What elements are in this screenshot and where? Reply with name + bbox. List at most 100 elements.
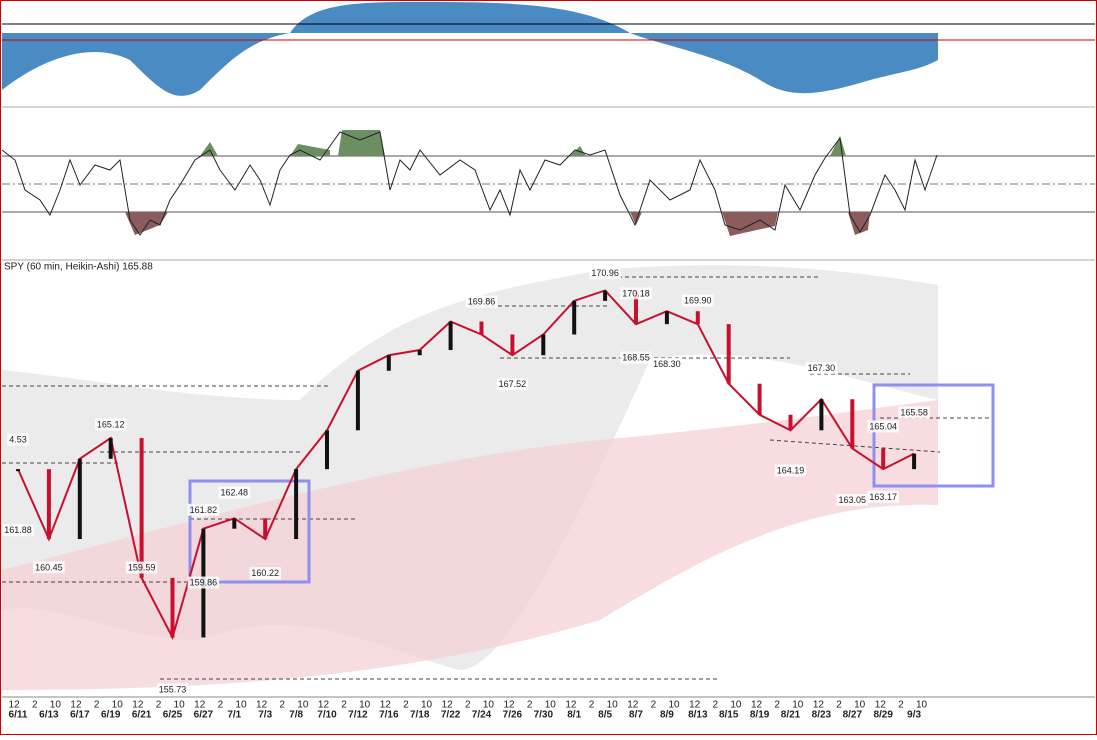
candle — [232, 518, 237, 529]
candle — [46, 469, 51, 540]
x-tick-label: 9/3 — [907, 710, 921, 721]
price-label: 170.96 — [591, 268, 619, 278]
price-label: 163.17 — [869, 492, 897, 502]
price-label: 162.48 — [221, 488, 249, 498]
overbought-fill — [200, 130, 846, 156]
price-label-bg — [620, 287, 652, 300]
hour-label: 10 — [174, 700, 186, 711]
hour-label: 10 — [483, 700, 495, 711]
price-label: 161.82 — [190, 505, 218, 515]
price-label-bg — [620, 351, 652, 364]
candle — [541, 334, 546, 356]
x-tick-label: 7/1 — [227, 710, 241, 721]
candle — [788, 414, 793, 431]
price-label: 165.04 — [869, 421, 897, 431]
price-label: 169.90 — [684, 296, 712, 306]
price-label-bg — [867, 420, 899, 433]
price-label-bg — [249, 567, 281, 580]
x-tick-label: 7/10 — [317, 710, 337, 721]
hour-label: 10 — [545, 700, 557, 711]
x-tick-label: 8/29 — [873, 710, 893, 721]
x-tick-label: 8/7 — [629, 710, 643, 721]
hour-label: 12 — [751, 700, 763, 711]
x-tick-label: 7/22 — [441, 710, 461, 721]
hour-label: 2 — [403, 700, 409, 711]
price-label-bg — [156, 683, 189, 696]
candle — [664, 311, 669, 325]
hour-label: 2 — [32, 700, 38, 711]
x-tick-label: 7/30 — [534, 710, 554, 721]
candle — [603, 290, 608, 301]
hour-label: 12 — [380, 700, 392, 711]
hour-label: 2 — [527, 700, 533, 711]
x-tick-label: 6/27 — [194, 710, 214, 721]
x-tick-label: 8/1 — [567, 710, 581, 721]
hour-label: 12 — [875, 700, 887, 711]
x-tick-label: 8/19 — [750, 710, 770, 721]
hour-label: 10 — [607, 700, 619, 711]
x-tick-label: 8/21 — [781, 710, 801, 721]
candle — [819, 399, 824, 431]
candle — [479, 321, 484, 335]
hour-label: 10 — [792, 700, 804, 711]
x-tick-label: 6/17 — [70, 710, 90, 721]
candle — [77, 458, 82, 540]
hour-label: 2 — [712, 700, 718, 711]
hour-label: 2 — [341, 700, 347, 711]
price-label-bg — [465, 295, 498, 308]
x-tick-label: 8/13 — [688, 710, 708, 721]
candle — [726, 324, 731, 384]
hour-label: 12 — [503, 700, 515, 711]
x-tick-label: 8/5 — [598, 710, 612, 721]
candle — [170, 577, 175, 638]
price-label: 159.86 — [190, 578, 218, 588]
hour-label: 2 — [156, 700, 162, 711]
price-label-bg — [187, 503, 220, 516]
levels — [2, 276, 990, 680]
price-label: 159.59 — [128, 563, 156, 573]
hour-label: 2 — [589, 700, 595, 711]
candle — [695, 311, 700, 325]
hour-label: 12 — [689, 700, 701, 711]
hour-label: 10 — [668, 700, 680, 711]
hour-label: 12 — [318, 700, 330, 711]
candle — [16, 469, 20, 472]
price-label-bg — [898, 406, 930, 419]
x-tick-label: 7/16 — [379, 710, 399, 721]
candle — [108, 438, 113, 459]
hour-label: 12 — [256, 700, 268, 711]
x-tick-label: 8/23 — [812, 710, 832, 721]
hour-label: 10 — [730, 700, 742, 711]
price-label-bg — [125, 561, 158, 574]
x-tick-label: 7/3 — [258, 710, 272, 721]
price-label: 163.05 — [839, 495, 867, 505]
price-label: 169.86 — [468, 297, 496, 307]
hour-label: 2 — [94, 700, 100, 711]
hour-label: 10 — [359, 700, 371, 711]
candle — [634, 290, 638, 325]
hour-label: 12 — [565, 700, 577, 711]
price-label-bg — [33, 561, 65, 574]
price-label: 155.73 — [159, 684, 187, 694]
hour-label: 2 — [465, 700, 471, 711]
price-line — [17, 289, 915, 641]
hour-label: 12 — [627, 700, 639, 711]
candle — [417, 350, 422, 356]
candle — [139, 438, 144, 578]
x-tick-label: 6/13 — [39, 710, 59, 721]
price-label-bg — [867, 490, 899, 503]
hour-label: 10 — [297, 700, 309, 711]
candle — [881, 448, 886, 470]
hour-label: 12 — [194, 700, 206, 711]
candle — [510, 334, 515, 356]
price-label: 167.30 — [808, 363, 836, 373]
highlight-box — [188, 479, 311, 584]
candle — [325, 430, 329, 470]
candle — [355, 370, 360, 431]
candle — [572, 300, 577, 335]
price-label: 165.58 — [900, 407, 928, 417]
hour-label: 2 — [218, 700, 224, 711]
x-tick-label: 6/19 — [101, 710, 121, 721]
level-line — [769, 439, 941, 453]
hour-label: 2 — [774, 700, 780, 711]
